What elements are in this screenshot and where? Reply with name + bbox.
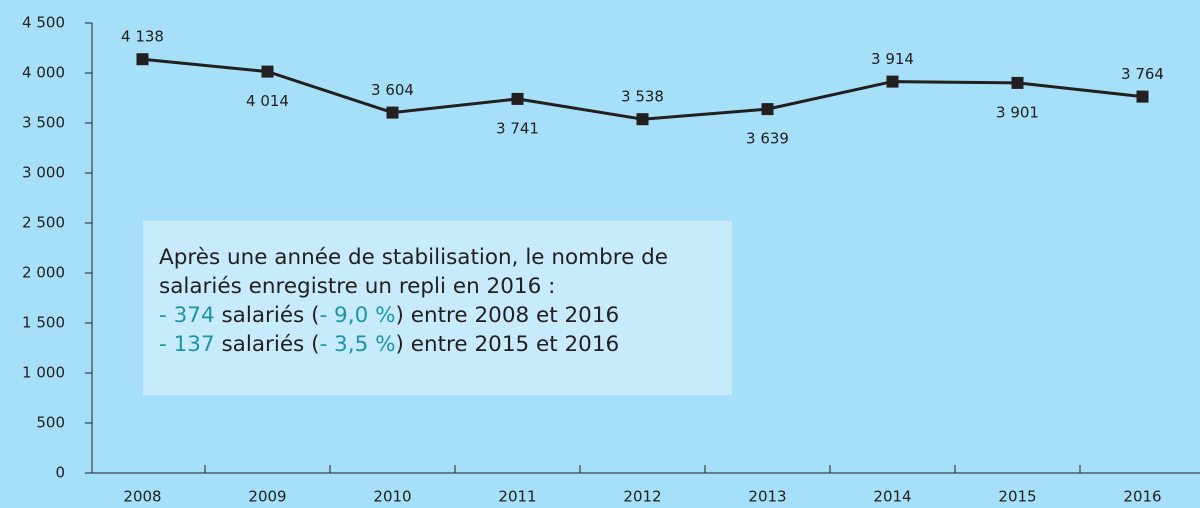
x-tick-label: 2009 [248, 488, 286, 506]
marker [1136, 90, 1149, 103]
y-tick-label: 3 000 [22, 164, 65, 182]
x-tick-label: 2013 [748, 488, 786, 506]
y-tick-label: 4 000 [22, 64, 65, 82]
marker [636, 113, 649, 126]
marker [136, 53, 149, 66]
data-label: 3 538 [621, 88, 664, 106]
marker [886, 75, 899, 88]
data-label: 3 914 [871, 50, 914, 68]
annotation-box: Après une année de stabilisation, le nom… [143, 221, 732, 395]
y-tick-label: 500 [36, 414, 65, 432]
marker [1011, 76, 1024, 89]
y-tick-label: 2 000 [22, 264, 65, 282]
y-tick-label: 4 500 [22, 14, 65, 32]
data-label: 3 901 [996, 103, 1039, 121]
annotation-text: ) entre 2008 et 2016 [395, 303, 620, 328]
x-tick-label: 2014 [873, 488, 911, 506]
x-tick-label: 2015 [998, 488, 1036, 506]
data-label: 4 014 [246, 92, 289, 110]
data-label: 3 764 [1121, 65, 1164, 83]
annotation-text: salariés ( [214, 303, 320, 328]
marker [761, 103, 774, 116]
data-label: 4 138 [121, 28, 164, 46]
x-tick-label: 2016 [1123, 488, 1161, 506]
annotation-intro: Après une année de stabilisation, le nom… [159, 245, 669, 299]
x-tick-label: 2008 [123, 488, 161, 506]
marker [261, 65, 274, 78]
data-label: 3 604 [371, 81, 414, 99]
annotation-highlight: - 374 [159, 303, 215, 328]
marker [386, 106, 399, 119]
marker [511, 92, 524, 105]
x-tick-label: 2011 [498, 488, 536, 506]
x-tick-label: 2010 [373, 488, 411, 506]
y-tick-label: 1 500 [22, 314, 65, 332]
annotation-highlight: - 137 [159, 332, 215, 357]
annotation-line: - 374 salariés (- 9,0 %) entre 2008 et 2… [159, 301, 716, 330]
annotation-text: salariés ( [214, 332, 320, 357]
annotation-highlight: - 9,0 % [319, 303, 396, 328]
y-tick-label: 1 000 [22, 364, 65, 382]
annotation-line: - 137 salariés (- 3,5 %) entre 2015 et 2… [159, 330, 716, 359]
y-tick-label: 2 500 [22, 214, 65, 232]
annotation-highlight: - 3,5 % [319, 332, 396, 357]
y-tick-label: 3 500 [22, 114, 65, 132]
annotation-text: ) entre 2015 et 2016 [395, 332, 620, 357]
data-label: 3 639 [746, 130, 789, 148]
x-tick-label: 2012 [623, 488, 661, 506]
data-label: 3 741 [496, 119, 539, 137]
y-tick-label: 0 [55, 464, 65, 482]
